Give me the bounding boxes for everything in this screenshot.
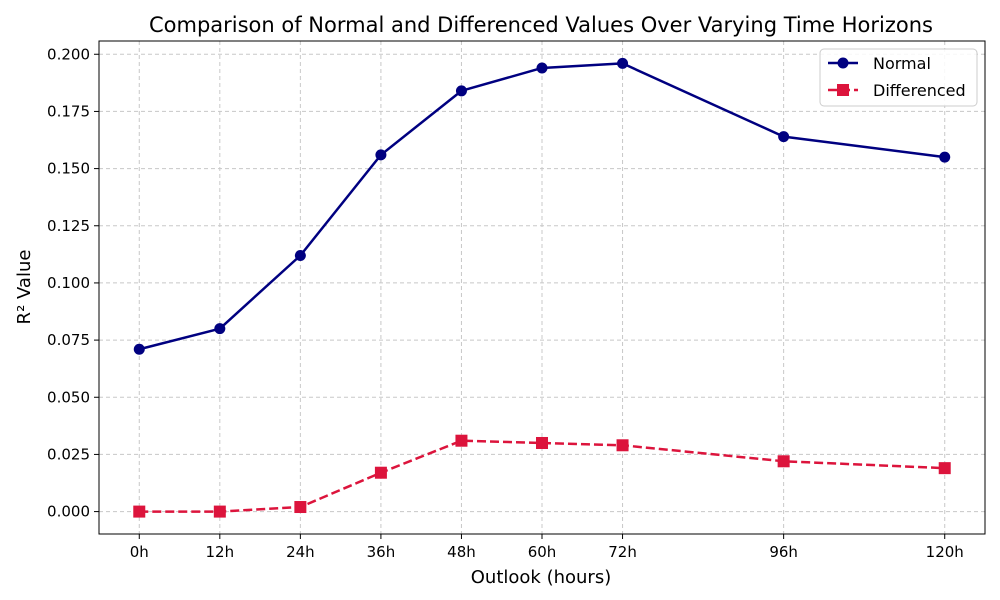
data-point-differenced [777,455,790,468]
y-tick-label: 0.000 [47,503,90,521]
y-tick-label: 0.075 [47,331,90,349]
data-point-differenced [294,501,307,514]
legend-label-differenced: Differenced [873,81,966,100]
y-tick-label: 0.125 [47,217,90,235]
x-axis-title: Outlook (hours) [471,567,611,588]
data-point-differenced [133,505,146,518]
data-point-differenced [213,505,226,518]
series-line-differenced [139,439,945,513]
y-tick-label: 0.175 [47,102,90,120]
x-tick-label: 36h [367,543,396,561]
grid [99,41,985,534]
y-tick-label: 0.200 [47,45,90,63]
x-tick-label: 120h [926,543,964,561]
series-layer [133,57,951,518]
data-point-normal [133,343,145,355]
y-tick-label: 0.150 [47,160,90,178]
y-axis-title: R² Value [14,250,35,325]
x-tick-label: 24h [286,543,315,561]
data-point-normal [617,57,629,69]
legend: Normal Differenced [819,48,978,107]
data-point-differenced [374,466,387,479]
legend-label-normal: Normal [873,54,931,73]
x-tick-label: 60h [528,543,557,561]
x-tick-label: 48h [447,543,476,561]
data-point-differenced [938,462,951,475]
x-tick-label: 72h [608,543,637,561]
chart-title: Comparison of Normal and Differenced Val… [149,13,933,37]
data-point-normal [294,249,306,261]
legend-marker-normal [837,57,849,69]
data-point-normal [455,85,467,97]
legend-marker-differenced [837,84,849,96]
data-point-normal [375,149,387,161]
data-point-differenced [455,434,468,447]
data-point-normal [939,151,951,163]
data-point-normal [778,131,790,143]
data-point-normal [536,62,548,74]
data-point-normal [214,323,226,335]
y-tick-label: 0.050 [47,388,90,406]
data-point-differenced [536,436,548,449]
x-tick-label: 12h [206,543,235,561]
legend-box [819,48,978,107]
axes: 0h 12h 24h 36h 48h 60h 72h 96h 120h 0.000 0.025 0.0… [47,40,986,561]
x-tick-label: 96h [769,543,798,561]
x-tick-label: 0h [130,543,149,561]
data-point-differenced [616,439,629,452]
y-tick-label: 0.025 [47,445,90,463]
y-tick-label: 0.100 [47,274,90,292]
